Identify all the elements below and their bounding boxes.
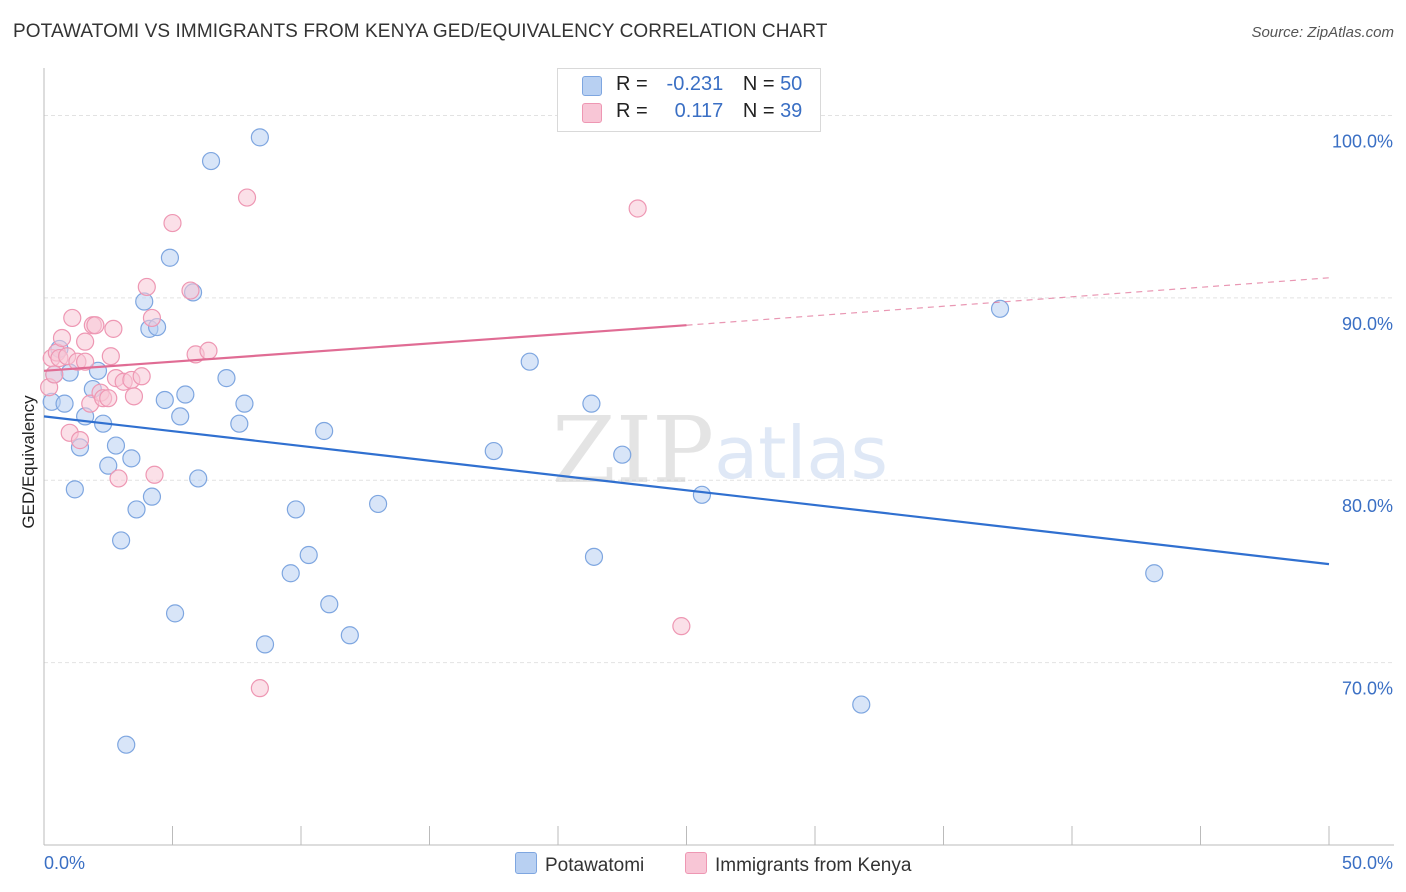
bottom-legend-label: Potawatomi <box>545 855 645 876</box>
point-kenya <box>124 387 144 406</box>
x-tick-label-max: 50.0% <box>1342 853 1393 873</box>
axes <box>43 68 1394 846</box>
legend-n-label: N = <box>742 73 775 95</box>
point-potawatomi <box>1145 564 1164 583</box>
point-potawatomi <box>852 695 871 714</box>
point-potawatomi <box>217 369 236 388</box>
point-potawatomi <box>613 445 632 464</box>
point-kenya <box>628 199 647 218</box>
point-potawatomi <box>582 394 601 413</box>
point-potawatomi <box>176 385 195 404</box>
point-potawatomi <box>201 151 221 171</box>
point-potawatomi <box>160 248 180 267</box>
y-tick-label: 100.0% <box>1332 131 1393 151</box>
chart-source: Source: ZipAtlas.com <box>1251 24 1394 41</box>
y-axis-label: GED/Equivalency <box>19 395 38 529</box>
point-kenya <box>181 281 200 300</box>
trendline-kenya-extension <box>686 277 1330 326</box>
legend-r-label: R = <box>616 73 648 95</box>
point-kenya <box>199 341 218 360</box>
chart-title: POTAWATOMI VS IMMIGRANTS FROM KENYA GED/… <box>13 21 828 42</box>
point-potawatomi <box>315 421 334 441</box>
correlation-legend: R = -0.231 N = 50 R = 0.117 N = 39 <box>557 68 821 132</box>
bottom-legend-swatch-pink <box>685 852 707 874</box>
point-potawatomi <box>122 449 141 468</box>
trendline-potawatomi <box>43 415 1330 566</box>
point-potawatomi <box>584 547 604 566</box>
point-potawatomi <box>117 735 136 754</box>
point-potawatomi <box>299 545 318 565</box>
point-kenya <box>132 367 151 386</box>
point-potawatomi <box>106 436 126 455</box>
point-potawatomi <box>171 407 190 426</box>
y-tick-label: 70.0% <box>1342 679 1393 699</box>
point-potawatomi <box>520 352 539 371</box>
y-tick-label: 90.0% <box>1342 314 1393 334</box>
watermark-zip: ZIP <box>552 397 714 504</box>
point-kenya <box>45 365 64 384</box>
point-potawatomi <box>99 456 118 475</box>
point-kenya <box>672 617 691 636</box>
point-kenya <box>163 213 182 233</box>
point-kenya <box>101 347 120 366</box>
legend-r-value: -0.231 <box>666 73 724 95</box>
point-potawatomi <box>65 480 84 499</box>
legend-r-value: 0.117 <box>674 100 724 122</box>
legend-n-label: N = <box>742 100 775 122</box>
point-kenya <box>76 352 95 371</box>
bottom-legend-label: Immigrants from Kenya <box>715 855 912 876</box>
point-kenya <box>70 431 90 450</box>
bottom-legend-kenya: Immigrants from Kenya <box>685 852 911 877</box>
point-potawatomi <box>127 500 146 519</box>
point-potawatomi <box>692 485 712 504</box>
point-potawatomi <box>990 299 1010 318</box>
point-potawatomi <box>369 494 388 514</box>
point-potawatomi <box>250 128 269 147</box>
legend-swatch-pink <box>582 103 602 123</box>
watermark: ZIPatlas <box>552 397 888 504</box>
point-kenya <box>145 465 164 484</box>
point-potawatomi <box>340 626 359 645</box>
point-potawatomi <box>484 441 503 461</box>
point-potawatomi <box>281 564 300 583</box>
point-potawatomi <box>235 394 254 413</box>
y-tick-labels: 70.0% 80.0% 90.0% 100.0% <box>1332 131 1393 698</box>
point-kenya <box>109 469 128 488</box>
point-potawatomi <box>230 414 249 433</box>
bottom-legend-swatch-blue <box>515 852 537 874</box>
point-potawatomi <box>320 595 339 614</box>
trendlines <box>43 277 1330 566</box>
point-kenya <box>99 389 118 408</box>
y-tick-label: 80.0% <box>1342 496 1393 516</box>
point-potawatomi <box>55 394 74 413</box>
legend-n-value: 39 <box>780 100 803 122</box>
point-kenya <box>137 277 156 297</box>
point-kenya <box>142 308 162 328</box>
point-kenya <box>237 188 257 207</box>
point-potawatomi <box>255 635 275 654</box>
point-kenya <box>250 679 269 698</box>
legend-n-value: 50 <box>780 73 803 95</box>
watermark-atlas: atlas <box>714 411 888 495</box>
point-potawatomi <box>155 390 174 410</box>
point-potawatomi <box>189 469 208 488</box>
point-kenya <box>63 308 82 328</box>
point-potawatomi <box>111 531 131 550</box>
x-tick-label-min: 0.0% <box>44 853 85 873</box>
point-potawatomi <box>142 487 162 506</box>
point-kenya <box>104 319 123 338</box>
trendline-kenya <box>43 324 687 372</box>
point-potawatomi <box>165 604 185 623</box>
point-kenya <box>76 332 95 351</box>
point-kenya <box>52 328 72 348</box>
legend-r-label: R = <box>616 100 648 122</box>
point-potawatomi <box>286 500 305 519</box>
point-kenya <box>86 316 105 335</box>
bottom-legend-potawatomi: Potawatomi <box>515 852 644 877</box>
legend-swatch-blue <box>582 76 602 96</box>
